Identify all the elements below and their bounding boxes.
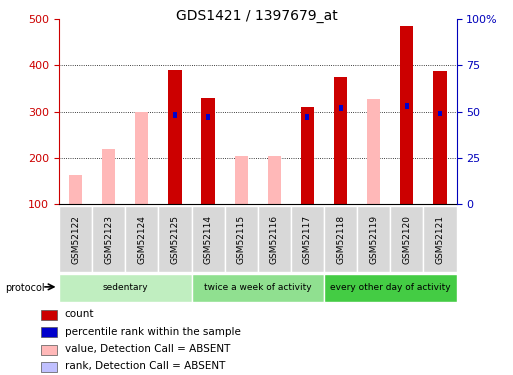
Text: GSM52116: GSM52116	[270, 214, 279, 264]
Text: GSM52117: GSM52117	[303, 214, 312, 264]
Bar	[438, 111, 442, 116]
Bar	[291, 206, 324, 272]
Text: value, Detection Call = ABSENT: value, Detection Call = ABSENT	[65, 344, 230, 354]
Text: protocol: protocol	[5, 283, 45, 293]
Bar	[168, 70, 182, 204]
Bar	[400, 26, 413, 204]
Text: GSM52114: GSM52114	[204, 214, 212, 264]
Bar	[191, 206, 225, 272]
Bar	[135, 112, 148, 204]
Bar	[92, 206, 125, 272]
Text: GSM52122: GSM52122	[71, 214, 80, 264]
Text: every other day of activity: every other day of activity	[330, 284, 450, 292]
Text: GSM52124: GSM52124	[137, 214, 146, 264]
Bar	[390, 206, 423, 272]
Bar	[433, 71, 447, 204]
Text: GSM52121: GSM52121	[436, 214, 444, 264]
Bar	[357, 206, 390, 272]
Bar	[173, 112, 177, 118]
Bar	[305, 114, 309, 120]
Bar	[41, 362, 57, 372]
Bar	[102, 149, 115, 204]
Bar	[59, 274, 191, 302]
Text: GSM52118: GSM52118	[336, 214, 345, 264]
Bar	[324, 206, 357, 272]
Bar	[202, 98, 215, 204]
Bar	[69, 175, 82, 204]
Text: GSM52119: GSM52119	[369, 214, 378, 264]
Bar	[206, 114, 210, 120]
Bar	[324, 274, 457, 302]
Text: GDS1421 / 1397679_at: GDS1421 / 1397679_at	[175, 9, 338, 23]
Text: GSM52115: GSM52115	[236, 214, 246, 264]
Bar	[41, 345, 57, 354]
Text: GSM52125: GSM52125	[170, 214, 180, 264]
Bar	[225, 206, 258, 272]
Bar	[268, 156, 281, 204]
Bar	[234, 156, 248, 204]
Text: GSM52120: GSM52120	[402, 214, 411, 264]
Bar	[41, 327, 57, 337]
Text: rank, Detection Call = ABSENT: rank, Detection Call = ABSENT	[65, 362, 225, 371]
Text: sedentary: sedentary	[103, 284, 148, 292]
Text: count: count	[65, 309, 94, 319]
Bar	[41, 310, 57, 320]
Bar	[423, 206, 457, 272]
Bar	[125, 206, 159, 272]
Bar	[301, 107, 314, 204]
Bar	[367, 99, 380, 204]
Bar	[258, 206, 291, 272]
Bar	[334, 77, 347, 204]
Bar	[59, 206, 92, 272]
Bar	[191, 274, 324, 302]
Text: twice a week of activity: twice a week of activity	[204, 284, 311, 292]
Bar	[159, 206, 191, 272]
Text: percentile rank within the sample: percentile rank within the sample	[65, 327, 241, 337]
Bar	[339, 105, 343, 111]
Bar	[405, 103, 409, 109]
Text: GSM52123: GSM52123	[104, 214, 113, 264]
